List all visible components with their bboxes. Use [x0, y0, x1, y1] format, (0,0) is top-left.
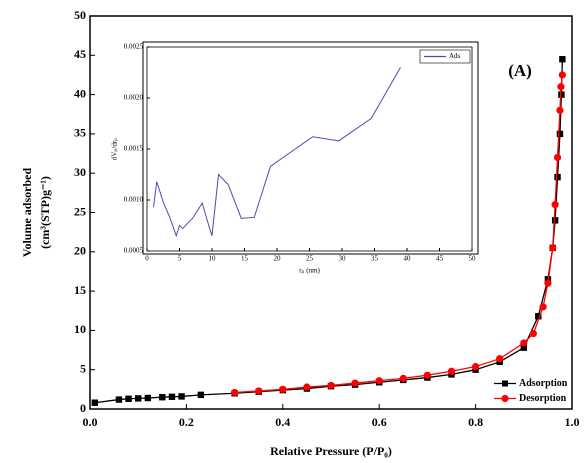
marker	[559, 56, 566, 63]
marker	[558, 71, 566, 79]
inset-chart: 0 5 10 15 20 25 30 35 40 45 50 0.0005 0.0010 0.0015 0.…	[111, 41, 479, 275]
x-axis-label: Relative Pressure (P/P₀)	[270, 444, 392, 458]
x-tick-label: 25	[306, 255, 314, 263]
marker	[375, 377, 383, 385]
marker	[544, 279, 552, 287]
y-tick-label: 10	[74, 322, 86, 336]
marker	[279, 385, 287, 393]
marker	[303, 383, 311, 391]
inset-frame	[142, 41, 479, 255]
marker	[472, 362, 480, 371]
marker	[159, 394, 166, 401]
marker	[144, 394, 152, 402]
marker	[399, 374, 407, 382]
marker	[529, 329, 538, 338]
marker	[135, 395, 142, 402]
legend-marker	[501, 394, 509, 403]
marker	[125, 395, 132, 402]
y-axis-label: Volume adsorbed	[20, 168, 34, 258]
y-tick-label: 5	[80, 361, 86, 375]
marker	[551, 217, 559, 224]
marker	[351, 379, 359, 387]
marker	[168, 393, 176, 401]
marker	[197, 391, 205, 399]
marker	[91, 399, 99, 406]
y-tick-label: 15	[74, 283, 86, 297]
x-tick-label: 30	[339, 255, 347, 263]
y-tick-label: 35	[74, 126, 86, 140]
y-tick-label: 0	[80, 401, 86, 415]
x-tick-label: 35	[371, 255, 379, 263]
y-tick-label: 0.0010	[124, 196, 144, 204]
x-tick-label: 1.0	[565, 415, 580, 429]
x-tick-label: 0.8	[468, 415, 483, 429]
y-tick-label: 20	[74, 244, 86, 258]
marker	[535, 313, 542, 320]
y-tick-label: 45	[74, 47, 86, 61]
x-tick-label: 0.0	[83, 415, 98, 429]
x-tick-label: 45	[436, 255, 444, 263]
y-tick-label: 0.0020	[124, 94, 144, 102]
marker	[558, 91, 565, 98]
marker	[520, 339, 528, 347]
y-tick-label: 0.0015	[124, 145, 144, 153]
marker	[327, 381, 335, 390]
marker	[549, 244, 557, 252]
x-axis-label: rₚ (nm)	[299, 267, 320, 275]
x-tick-label: 20	[274, 255, 282, 263]
marker	[556, 106, 564, 114]
main-chart: 0.0 0.2 0.4 0.6 0.8 1.005101520253035404550Re…	[20, 8, 580, 458]
marker	[556, 130, 564, 138]
x-tick-label: 0.6	[372, 415, 387, 429]
marker	[423, 371, 431, 379]
legend-label: Ads	[449, 52, 461, 60]
x-tick-label: 5	[178, 255, 182, 263]
marker	[520, 344, 527, 351]
marker	[115, 396, 123, 403]
marker	[553, 153, 562, 162]
x-tick-label: 0.4	[275, 415, 290, 429]
y-tick-label: 25	[74, 204, 86, 218]
y-tick-label: 30	[74, 165, 86, 179]
y-tick-label: 0.0025	[124, 43, 144, 51]
series-line	[234, 74, 564, 394]
series-line	[153, 67, 401, 238]
legend-label: Desorption	[519, 393, 567, 404]
legend-marker	[502, 380, 508, 387]
x-tick-label: 15	[241, 255, 249, 263]
marker	[554, 173, 561, 181]
marker	[557, 83, 565, 91]
x-tick-label: 0.2	[179, 415, 194, 429]
annotation: (A)	[508, 61, 532, 80]
y-tick-label: 50	[74, 8, 86, 22]
marker	[539, 303, 547, 311]
x-tick-label: 10	[209, 255, 217, 263]
marker	[551, 201, 559, 209]
marker	[231, 388, 239, 397]
x-tick-label: 50	[469, 255, 477, 263]
y-axis-label: dVₚ/drₚ	[111, 138, 119, 160]
marker	[447, 367, 456, 375]
marker	[178, 393, 185, 400]
y-tick-label: 0.0005	[124, 247, 144, 255]
marker	[255, 387, 263, 395]
x-tick-label: 40	[404, 255, 412, 263]
y-tick-label: 40	[74, 86, 86, 100]
x-tick-label: 0	[145, 255, 149, 263]
legend-label: Adsorption	[519, 378, 568, 389]
marker	[496, 355, 504, 363]
y-axis-label: (cm³(STP)g⁻¹)	[38, 176, 52, 249]
